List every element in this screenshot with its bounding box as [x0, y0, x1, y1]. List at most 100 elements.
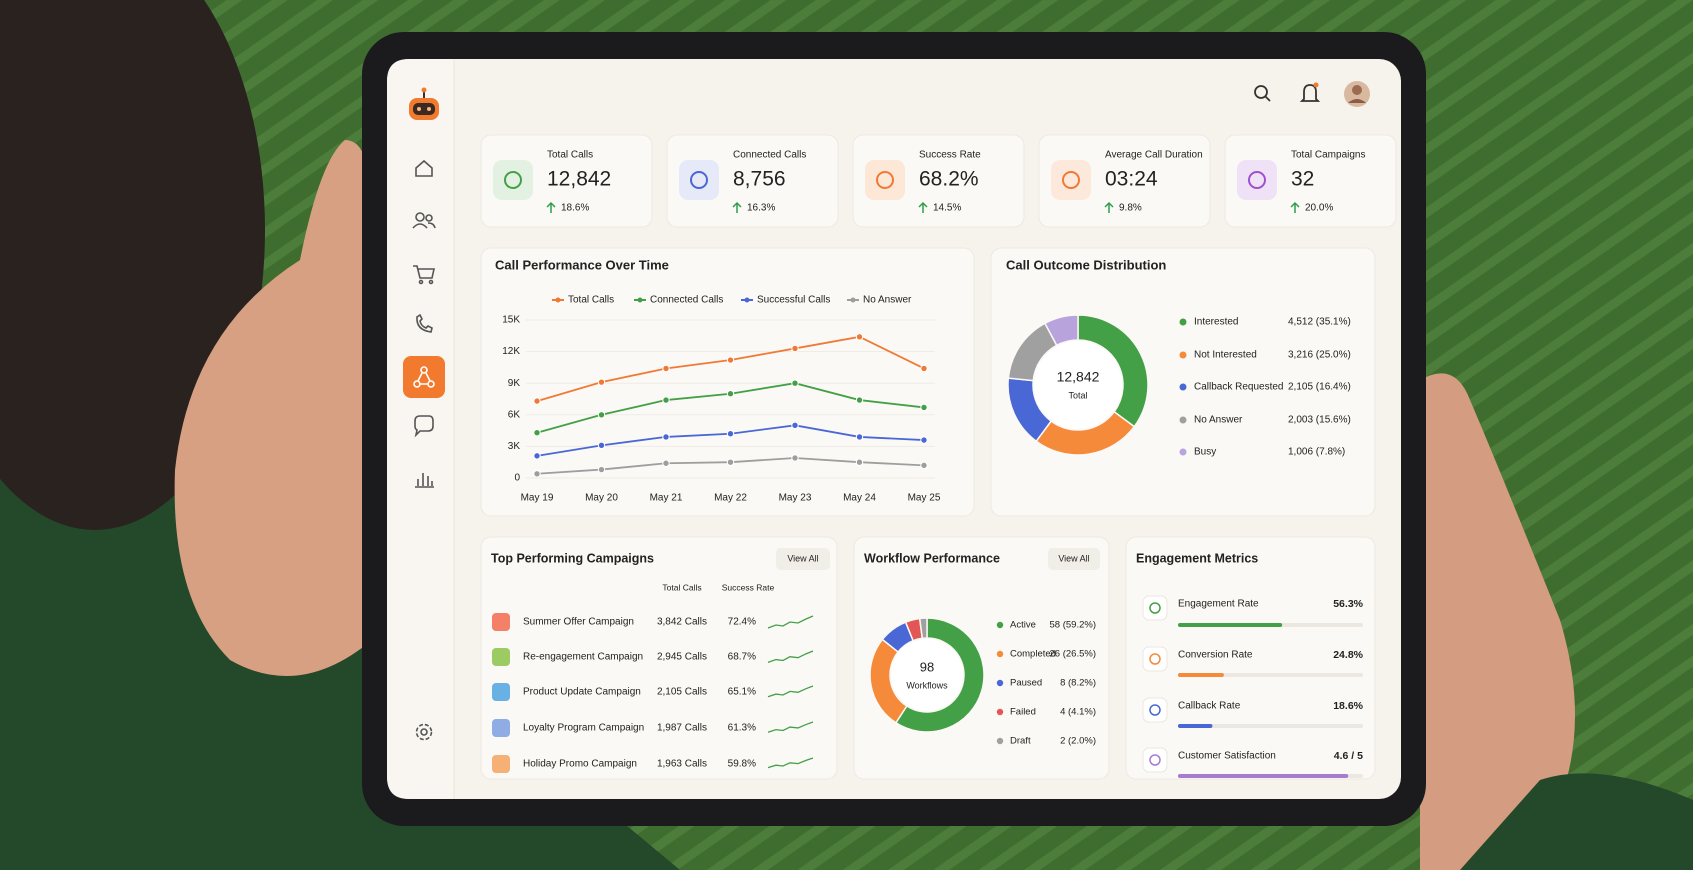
- notifications-button[interactable]: [1299, 82, 1321, 102]
- donut-segment: [1043, 314, 1079, 347]
- left-hand: [174, 140, 372, 676]
- kpi-label: Total Campaigns: [1291, 150, 1365, 161]
- metric-bar: [1178, 774, 1349, 778]
- avatar[interactable]: [1344, 81, 1370, 107]
- nav-settings[interactable]: [415, 723, 433, 741]
- button-label[interactable]: View All: [1058, 553, 1089, 563]
- sparkline: [767, 757, 814, 769]
- column-header: Total Calls: [662, 582, 701, 592]
- x-tick-label: May 19: [521, 493, 554, 504]
- y-tick-label: 0: [514, 473, 520, 484]
- legend-label: Successful Calls: [757, 295, 830, 306]
- legend-dot: [996, 650, 1004, 658]
- data-point: [920, 461, 928, 470]
- search-button[interactable]: [1254, 85, 1271, 102]
- metric-icon-glyph: [1149, 704, 1161, 716]
- campaign-rate: 72.4%: [728, 617, 756, 628]
- kpi-card: [666, 134, 839, 228]
- data-point: [662, 433, 670, 441]
- panel-title: Call Outcome Distribution: [1006, 257, 1166, 272]
- legend-dot: [555, 297, 561, 303]
- campaigns-panel: [480, 536, 838, 780]
- nav-workflows-active[interactable]: [403, 356, 445, 398]
- kpi-label: Average Call Duration: [1105, 150, 1203, 161]
- kpi-value: 68.2%: [919, 168, 979, 191]
- legend-label: Interested: [1194, 317, 1238, 328]
- nav-chat[interactable]: [414, 415, 434, 438]
- nav-home[interactable]: [415, 159, 433, 177]
- button-label[interactable]: View All: [787, 553, 818, 563]
- metric-icon-glyph: [1149, 602, 1161, 614]
- data-point: [533, 452, 541, 460]
- kpi-value: 32: [1291, 168, 1314, 191]
- data-point: [791, 454, 799, 462]
- x-tick-label: May 21: [650, 493, 683, 504]
- donut-segment: [918, 617, 928, 640]
- right-hand: [1420, 373, 1575, 870]
- nav-analytics[interactable]: [415, 473, 434, 488]
- metric-name: Conversion Rate: [1178, 650, 1253, 661]
- data-point: [920, 364, 928, 373]
- legend-value: 2,105 (16.4%): [1288, 382, 1351, 393]
- nav-users[interactable]: [412, 212, 436, 229]
- legend-label: Draft: [1010, 736, 1031, 747]
- kpi-icon: [679, 160, 719, 200]
- data-point: [597, 465, 606, 474]
- legend-label: Connected Calls: [650, 295, 723, 306]
- campaign-calls: 1,987 Calls: [657, 723, 707, 734]
- legend-value: 2,003 (15.6%): [1288, 415, 1351, 426]
- y-tick-label: 3K: [508, 441, 521, 452]
- data-point: [597, 411, 606, 419]
- button-bg[interactable]: [776, 548, 830, 570]
- panel-title: Call Performance Over Time: [495, 257, 669, 272]
- metric-bar: [1178, 724, 1213, 728]
- kpi-icon: [493, 160, 533, 200]
- campaign-name: Summer Offer Campaign: [523, 617, 634, 628]
- legend-label: No Answer: [1194, 415, 1243, 426]
- nav-phone[interactable]: [416, 313, 433, 333]
- metric-value: 4.6 / 5: [1334, 750, 1363, 762]
- kpi-icon-glyph: [504, 171, 522, 189]
- legend-label: Total Calls: [568, 295, 614, 306]
- kpi-arrow: [918, 201, 928, 213]
- donut-segment: [1077, 314, 1149, 428]
- legend-value: 4,512 (35.1%): [1288, 317, 1351, 328]
- panel-title: Engagement Metrics: [1136, 551, 1258, 565]
- view-all-button[interactable]: View All: [776, 548, 830, 570]
- kpi-icon-glyph: [1062, 171, 1080, 189]
- x-tick-label: May 22: [714, 493, 747, 504]
- kpi-change: 20.0%: [1305, 203, 1333, 214]
- kpi-value: 12,842: [547, 168, 611, 191]
- campaign-icon: [492, 613, 510, 631]
- legend-dot: [1179, 318, 1187, 326]
- sparkline: [767, 721, 814, 733]
- data-point: [855, 396, 864, 404]
- metric-icon-glyph: [1149, 754, 1161, 766]
- right-sleeve: [1460, 773, 1693, 870]
- x-tick-label: May 24: [843, 493, 876, 504]
- kpi-change: 16.3%: [747, 203, 775, 214]
- campaign-name: Holiday Promo Campaign: [523, 759, 637, 770]
- view-all-button[interactable]: View All: [1048, 548, 1100, 570]
- data-point: [791, 344, 799, 353]
- nav-cart[interactable]: [413, 265, 435, 285]
- legend-dot: [744, 297, 750, 303]
- legend-value: 3,216 (25.0%): [1288, 350, 1351, 361]
- line-chart-panel: [480, 247, 975, 517]
- sparkline: [767, 615, 814, 629]
- kpi-arrow: [1104, 201, 1114, 213]
- kpi-value: 8,756: [733, 168, 786, 191]
- kpi-label: Total Calls: [547, 150, 593, 161]
- metric-icon: [1142, 697, 1168, 723]
- kpi-change: 14.5%: [933, 203, 961, 214]
- legend-label: Active: [1010, 620, 1036, 631]
- kpi-value: 03:24: [1105, 168, 1158, 191]
- legend-value: 1,006 (7.8%): [1288, 447, 1345, 458]
- legend-value: 2 (2.0%): [1060, 736, 1096, 747]
- kpi-icon-glyph: [690, 171, 708, 189]
- kpi-icon: [1237, 160, 1277, 200]
- sidebar: [387, 59, 454, 799]
- kpi-arrow: [732, 201, 742, 213]
- button-bg[interactable]: [1048, 548, 1100, 570]
- x-tick-label: May 20: [585, 493, 618, 504]
